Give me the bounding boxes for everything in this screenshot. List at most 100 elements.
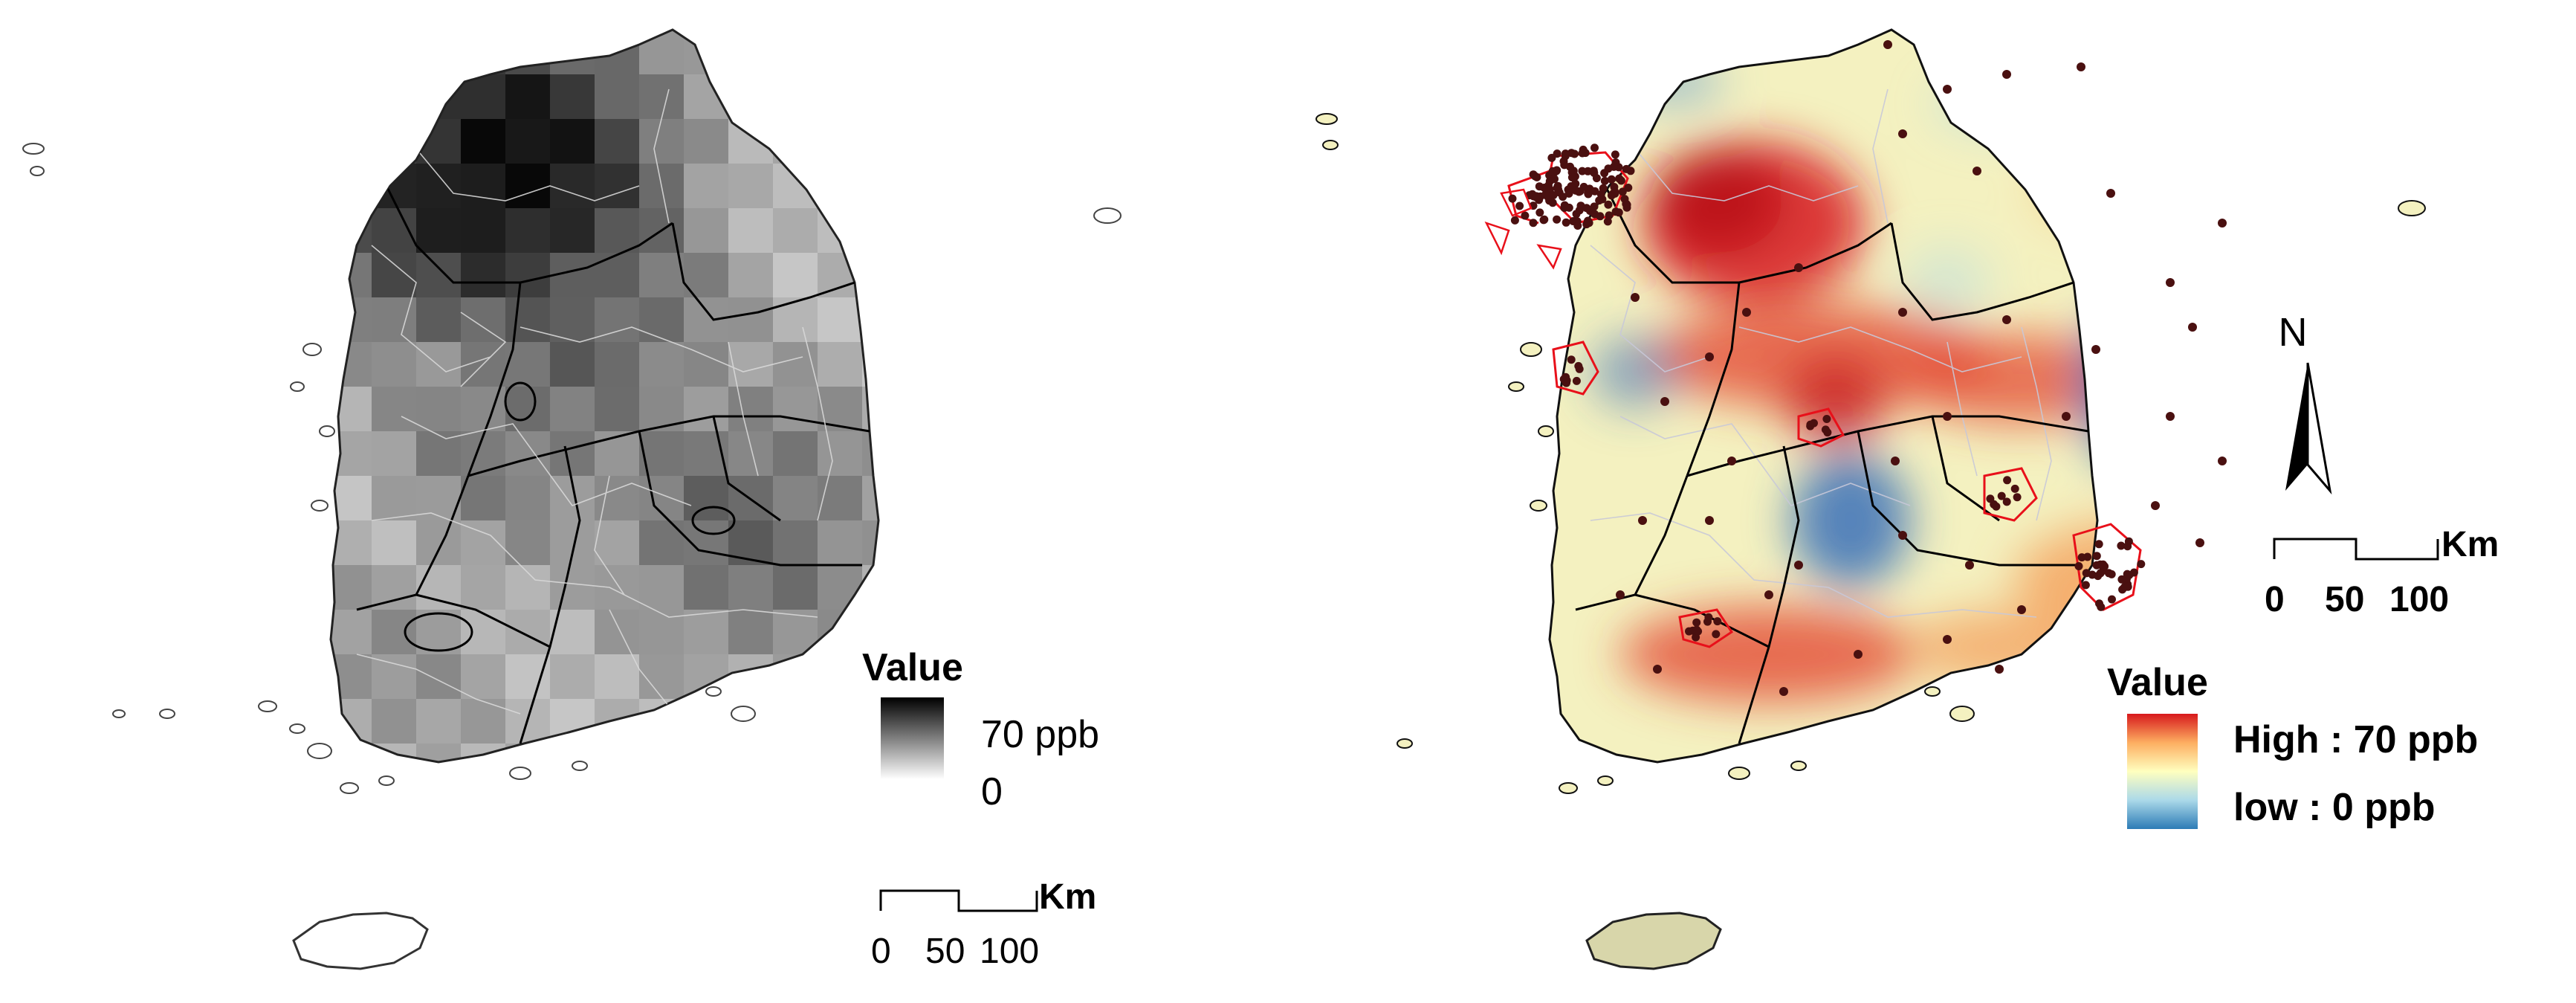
station-marker [2106,189,2115,198]
station-marker [2096,569,2105,578]
grid-cell [461,208,505,253]
left-legend-max-label: 70 ppb [981,713,1099,756]
grid-cell [728,520,773,565]
station-marker [1694,627,1703,636]
station-marker [1705,516,1714,525]
station-marker [1986,494,1995,503]
grid-cell [372,387,416,431]
grid-cell [550,654,595,699]
station-marker [1553,184,1562,193]
grid-cell [372,476,416,520]
grid-cell [331,610,372,654]
grid-cell [505,610,550,654]
grid-cell [505,30,550,74]
station-marker [1794,263,1803,272]
grid-cell [684,297,728,342]
station-marker [1685,627,1693,636]
station-marker [1611,150,1619,159]
grid-cell [550,30,595,74]
grid-cell [818,208,862,253]
right-legend-low-label: low : 0 ppb [2233,786,2436,829]
grid-cell [862,253,878,297]
left-legend-min-label: 0 [981,770,1003,813]
grid-cell [595,342,639,387]
station-marker [1575,206,1584,215]
grid-cell [372,342,416,387]
station-marker [1529,170,1538,179]
right-islands [1315,113,2426,794]
grid-cell [550,208,595,253]
station-marker [1822,415,1831,423]
station-marker [1620,195,1629,204]
station-marker [2092,552,2101,561]
right-red-northwest-islands [1484,188,1562,270]
grid-cell [416,654,461,699]
station-marker [2003,476,2012,485]
station-marker [1565,186,1574,194]
station-marker [1607,175,1616,184]
grid-cell [505,253,550,297]
station-marker [1575,364,1584,373]
station-marker [1995,665,2004,674]
grid-cell [818,744,862,762]
grid-cell [639,297,684,342]
grid-cell [862,431,878,476]
grid-cell [818,520,862,565]
grid-cell [684,30,728,74]
grid-cell [818,164,862,208]
grid-cell [461,253,505,297]
grid-cell [550,342,595,387]
grid-cell [773,699,818,744]
grid-cell [416,164,461,208]
station-marker [1943,85,1952,94]
right-legend: Value High : 70 ppb low : 0 ppb [2107,661,2478,829]
station-marker [1705,352,1714,361]
grid-cell [684,208,728,253]
left-scale-bar: Km 0 50 100 [871,877,1096,971]
grid-cell [862,74,878,119]
grid-cell [595,431,639,476]
station-marker [1779,687,1788,696]
station-marker [2107,570,2116,578]
station-marker [1692,618,1701,627]
station-marker [1618,187,1627,196]
station-marker [1535,182,1544,191]
grid-cell [639,610,684,654]
station-marker [1821,425,1830,434]
station-marker [1883,40,1892,49]
station-marker [1582,204,1591,213]
left-scale-bar-line [879,889,1038,912]
grid-cell [595,699,639,744]
station-marker [1562,218,1570,227]
station-marker [2195,538,2204,547]
grid-cell [639,30,684,74]
grid-cell [818,565,862,610]
grid-cell [862,30,878,74]
right-map-panel: N Km 0 50 100 Value High : 70 ppb low : … [1315,28,2499,970]
grid-cell [372,610,416,654]
station-marker [1810,419,1818,428]
station-marker [1742,308,1751,317]
grid-cell [728,164,773,208]
grid-cell [773,119,818,164]
grid-cell [639,253,684,297]
station-marker [1600,176,1609,185]
grid-cell [773,565,818,610]
grid-cell [331,387,372,431]
left-district-borders [356,88,833,715]
grid-cell [684,610,728,654]
grid-cell [684,744,728,762]
left-legend-ramp [881,697,944,779]
grid-cell [684,699,728,744]
station-marker [2218,219,2227,228]
left-scale-tick-50: 50 [925,932,965,971]
grid-cell [505,208,550,253]
station-marker [1510,216,1519,225]
grid-cell [818,342,862,387]
grid-cell [331,654,372,699]
left-legend-title: Value [862,646,963,689]
grid-cell [416,520,461,565]
grid-cell [818,431,862,476]
grid-cell [461,297,505,342]
grid-cell [372,565,416,610]
